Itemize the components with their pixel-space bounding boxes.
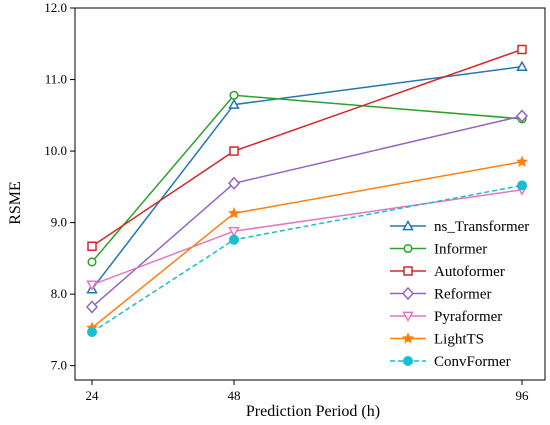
- legend-label: Pyraformer: [434, 309, 502, 325]
- x-tick-label: 24: [86, 388, 100, 403]
- axes: 7.0 8.0 9.0 10.0 11.0 12.0 24 48 96: [44, 0, 546, 403]
- series-layer: [85, 44, 529, 338]
- y-tick-label: 8.0: [51, 286, 67, 301]
- legend-marker: [401, 286, 415, 301]
- legend-item: Pyraformer: [390, 309, 502, 325]
- legend-marker: [403, 243, 413, 254]
- plot-frame: [74, 7, 546, 381]
- y-tick-label: 9.0: [51, 215, 67, 230]
- data-point: [87, 327, 97, 338]
- legend-item: Informer: [390, 242, 487, 258]
- y-tick-label: 10.0: [44, 143, 67, 158]
- y-tick-label: 11.0: [45, 72, 67, 87]
- legend-item: LightTS: [390, 332, 484, 348]
- legend-item: Reformer: [390, 287, 491, 303]
- data-point: [229, 90, 239, 100]
- legend-label: LightTS: [434, 332, 484, 348]
- legend-item: Autoformer: [390, 264, 505, 280]
- x-axis-title: Prediction Period (h): [246, 403, 380, 420]
- legend-label: Autoformer: [434, 264, 505, 280]
- data-point: [515, 155, 529, 167]
- data-point: [86, 280, 98, 291]
- legend-item: ConvFormer: [390, 354, 511, 370]
- data-point: [517, 180, 527, 191]
- data-point: [228, 226, 240, 238]
- data-point: [87, 241, 97, 251]
- series-autoformer: [87, 44, 527, 251]
- series-line: [91, 94, 523, 263]
- legend-item: ns_Transformer: [390, 219, 529, 235]
- data-point: [227, 176, 241, 190]
- data-point: [228, 98, 240, 109]
- legend-marker: [403, 266, 413, 276]
- legend-marker: [402, 219, 414, 231]
- data-point: [227, 207, 241, 219]
- legend-label: ConvFormer: [434, 354, 511, 370]
- data-point: [515, 109, 529, 123]
- data-point: [87, 257, 97, 267]
- data-point: [517, 44, 527, 55]
- y-axis-title: RSME: [7, 181, 24, 225]
- x-tick-label: 48: [228, 388, 241, 403]
- data-point: [229, 234, 239, 245]
- series-convformer: [87, 180, 527, 338]
- legend-marker: [402, 332, 414, 344]
- legend: ns_Transformer Informer Autoformer Reformer…: [390, 219, 529, 370]
- legend-marker: [402, 311, 414, 323]
- y-tick-label: 12.0: [44, 0, 67, 15]
- y-tick-label: 7.0: [51, 358, 67, 373]
- legend-label: Reformer: [434, 287, 491, 303]
- series-line: [91, 48, 523, 247]
- series-informer: [87, 90, 527, 267]
- data-point: [229, 146, 239, 156]
- x-tick-label: 96: [516, 388, 530, 403]
- data-point: [516, 60, 528, 72]
- series-ns-transformer: [86, 60, 528, 294]
- legend-label: Informer: [434, 242, 487, 258]
- legend-marker: [403, 356, 413, 366]
- legend-label: ns_Transformer: [434, 219, 529, 235]
- data-point: [85, 300, 99, 314]
- series-reformer: [85, 109, 529, 314]
